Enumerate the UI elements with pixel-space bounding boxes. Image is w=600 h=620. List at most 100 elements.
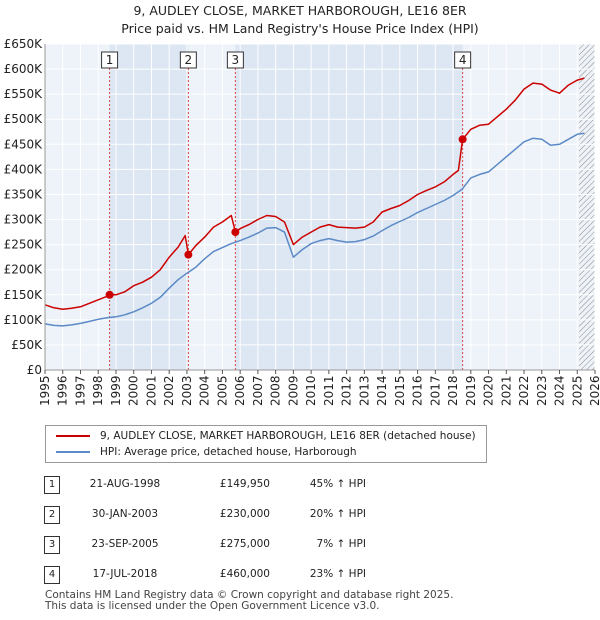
sale-row: 4 17-JUL-2018 £460,000 23% ↑ HPI	[40, 566, 400, 584]
x-tick-label: 2004	[198, 375, 212, 406]
sale-number: 3	[44, 536, 60, 554]
y-tick-label: £250K	[4, 238, 44, 252]
sale-points	[105, 135, 467, 299]
data-series	[44, 77, 585, 327]
hpi-series-line	[44, 132, 585, 327]
y-tick-label: £350K	[4, 187, 44, 201]
x-tick-label: 2023	[535, 375, 549, 406]
legend-swatch-price	[56, 435, 90, 437]
sale-point	[184, 250, 193, 259]
y-tick-label: £150K	[4, 288, 44, 302]
legend-item-hpi: HPI: Average price, detached house, Harb…	[56, 444, 357, 460]
x-tick-label: 1998	[91, 375, 105, 406]
x-axis: 1995 1996 1997 1998 1999 2000 2001 2002 2003 2004…	[38, 369, 600, 406]
sale-number-label: 4	[459, 53, 467, 67]
x-tick-label: 2017	[428, 375, 442, 406]
sale-date: 23-SEP-2005	[91, 538, 159, 550]
sale-date: 21-AUG-1998	[89, 478, 161, 490]
x-tick-label: 2007	[251, 375, 265, 406]
sale-point	[231, 228, 240, 237]
x-tick-label: 2026	[588, 375, 600, 406]
x-tick-label: 2022	[517, 375, 531, 406]
legend-swatch-hpi	[56, 451, 90, 453]
sale-period-shading	[109, 44, 463, 370]
sale-number: 1	[44, 476, 60, 494]
x-tick-label: 2011	[322, 375, 336, 406]
footer-licence: This data is licensed under the Open Gov…	[45, 600, 380, 612]
footer-copyright: Contains HM Land Registry data © Crown c…	[45, 589, 454, 601]
y-axis: £0 £50K £100K £150K £200K £250K £300K £350K £400…	[4, 37, 46, 377]
sale-number: 4	[44, 566, 60, 584]
x-tick-label: 2005	[215, 375, 229, 406]
y-tick-label: £300K	[4, 213, 44, 227]
x-tick-label: 2025	[570, 375, 584, 406]
x-tick-label: 2000	[127, 375, 141, 406]
x-tick-label: 2002	[162, 375, 176, 406]
sale-price: £230,000	[219, 508, 270, 520]
sale-price: £149,950	[219, 478, 270, 490]
sale-price: £460,000	[219, 568, 270, 580]
x-tick-label: 2020	[482, 375, 496, 406]
sale-row: 1 21-AUG-1998 £149,950 45% ↑ HPI	[40, 476, 400, 494]
sale-price: £275,000	[219, 538, 270, 550]
x-tick-label: 1995	[38, 375, 52, 406]
y-tick-label: £450K	[4, 137, 44, 151]
y-tick-label: £500K	[4, 112, 44, 126]
legend-item-price: 9, AUDLEY CLOSE, MARKET HARBOROUGH, LE16…	[56, 428, 476, 444]
chart-subtitle: Price paid vs. HM Land Registry's House …	[121, 21, 479, 36]
forecast-hatch	[579, 44, 595, 370]
legend: 9, AUDLEY CLOSE, MARKET HARBOROUGH, LE16…	[45, 425, 487, 463]
sale-number-label: 1	[106, 53, 114, 67]
footer: Contains HM Land Registry data © Crown c…	[45, 590, 453, 612]
x-tick-label: 2001	[144, 375, 158, 406]
legend-label-price: 9, AUDLEY CLOSE, MARKET HARBOROUGH, LE16…	[100, 430, 476, 442]
sale-row: 2 30-JAN-2003 £230,000 20% ↑ HPI	[40, 506, 400, 524]
y-tick-label: £0	[27, 363, 42, 377]
shaded-span	[109, 44, 189, 370]
chart-header: 9, AUDLEY CLOSE, MARKET HARBOROUGH, LE16…	[0, 2, 600, 38]
sale-number: 2	[44, 506, 60, 524]
sale-number-box	[226, 51, 244, 69]
x-tick-label: 1999	[109, 375, 123, 406]
chart-title: 9, AUDLEY CLOSE, MARKET HARBOROUGH, LE16…	[133, 3, 467, 18]
x-tick-label: 2015	[393, 375, 407, 406]
shaded-span	[235, 44, 463, 370]
price-series-line	[44, 77, 585, 311]
price-chart: 1 2 3 4 £0 £50K £100K £150K £200K £250K £300K £350…	[4, 37, 600, 406]
x-tick-label: 2016	[411, 375, 425, 406]
sale-date: 30-JAN-2003	[91, 508, 159, 520]
x-tick-label: 2009	[286, 375, 300, 406]
sale-row: 3 23-SEP-2005 £275,000 7% ↑ HPI	[40, 536, 400, 554]
x-tick-label: 2013	[357, 375, 371, 406]
y-tick-label: £550K	[4, 87, 44, 101]
sale-hpi-change: 20% ↑ HPI	[309, 508, 366, 520]
sale-number-boxes: 1 2 3 4	[101, 51, 472, 69]
sale-hpi-change: 23% ↑ HPI	[309, 568, 366, 580]
sale-number-label: 3	[232, 53, 240, 67]
sale-number-box	[179, 51, 197, 69]
sale-point	[458, 135, 467, 144]
sale-date: 17-JUL-2018	[92, 568, 158, 580]
x-tick-label: 2014	[375, 375, 389, 406]
y-tick-label: £650K	[4, 37, 44, 51]
y-tick-label: £100K	[4, 313, 44, 327]
y-tick-label: £400K	[4, 162, 44, 176]
x-tick-label: 1996	[56, 375, 70, 406]
x-tick-label: 2003	[180, 375, 194, 406]
x-tick-label: 2010	[304, 375, 318, 406]
x-tick-label: 2012	[340, 375, 354, 406]
x-tick-label: 2021	[499, 375, 513, 406]
sale-hpi-change: 7% ↑ HPI	[316, 538, 366, 550]
x-tick-label: 1997	[73, 375, 87, 406]
y-tick-label: £600K	[4, 62, 44, 76]
y-tick-label: £50K	[11, 338, 43, 352]
x-tick-label: 2024	[553, 375, 567, 406]
sale-point	[105, 290, 114, 299]
sale-number-box	[454, 51, 472, 69]
sale-number-label: 2	[185, 53, 193, 67]
x-tick-label: 2018	[446, 375, 460, 406]
sale-hpi-change: 45% ↑ HPI	[309, 478, 366, 490]
legend-label-hpi: HPI: Average price, detached house, Harb…	[100, 446, 357, 458]
x-tick-label: 2008	[269, 375, 283, 406]
sale-number-box	[101, 51, 119, 69]
